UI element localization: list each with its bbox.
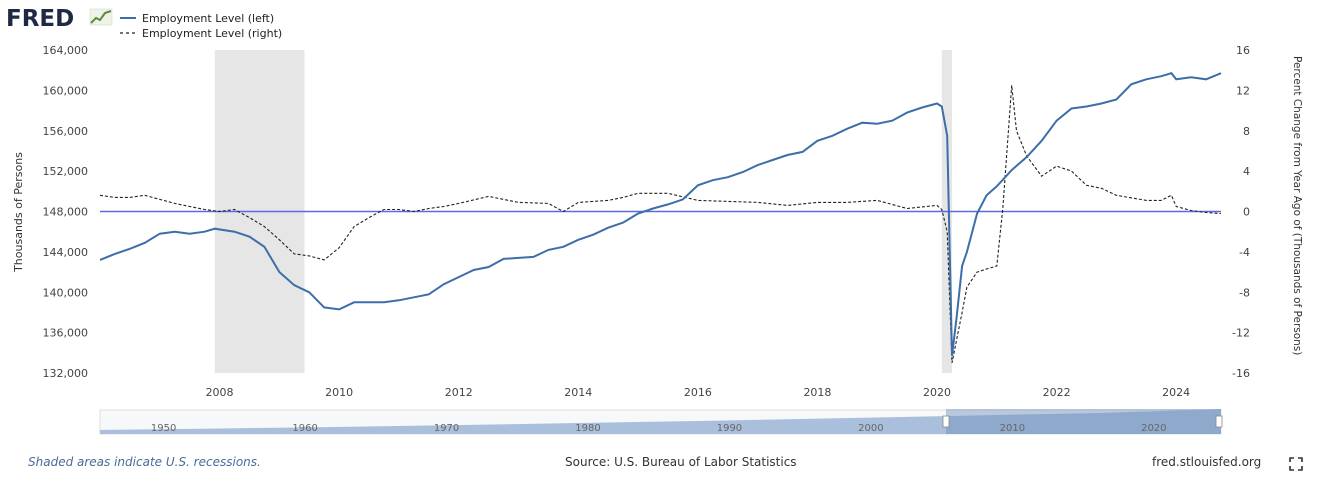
legend-item-right[interactable]: Employment Level (right) <box>120 27 282 40</box>
x-tick-label: 2020 <box>923 386 951 399</box>
navigator-label: 2020 <box>1141 423 1166 434</box>
y-right-tick-label: 16 <box>1236 44 1250 57</box>
navigator-handle-right[interactable] <box>1215 415 1223 428</box>
x-tick-label: 2018 <box>803 386 831 399</box>
y-right-tick-label: -16 <box>1232 367 1250 380</box>
y-right-tick-label: 8 <box>1243 125 1250 138</box>
x-axis-ticks: 2008 2010 2012 2014 2016 2018 2020 2022 2024 <box>206 386 1191 399</box>
x-tick-label: 2012 <box>445 386 473 399</box>
x-tick-label: 2024 <box>1162 386 1190 399</box>
y-right-tick-label: 12 <box>1236 84 1250 97</box>
y-axis-left-title: Thousands of Persons <box>12 152 25 273</box>
y-right-tick-label: -12 <box>1232 327 1250 340</box>
plot-area[interactable] <box>99 50 1222 373</box>
y-right-tick-label: -8 <box>1239 286 1250 299</box>
series-line-left <box>99 72 1222 356</box>
y-left-tick-label: 160,000 <box>43 84 89 97</box>
y-left-tick-label: 144,000 <box>43 246 89 259</box>
x-tick-label: 2014 <box>564 386 592 399</box>
x-tick-label: 2008 <box>206 386 234 399</box>
y-axis-left-ticks: 132,000 136,000 140,000 144,000 148,000 152,0… <box>43 44 89 380</box>
navigator-label: 1960 <box>292 423 317 434</box>
series-line-right <box>99 85 1222 364</box>
legend-label-right: Employment Level (right) <box>142 27 282 40</box>
navigator-area <box>100 409 1221 434</box>
y-right-tick-label: -4 <box>1239 246 1250 259</box>
y-left-tick-label: 140,000 <box>43 286 89 299</box>
y-axis-right-title: Percent Change from Year Ago of (Thousan… <box>1291 56 1303 355</box>
x-tick-label: 2022 <box>1043 386 1071 399</box>
recession-note: Shaded areas indicate U.S. recessions. <box>28 455 261 469</box>
navigator-handle-left[interactable] <box>942 415 950 428</box>
legend-item-left[interactable]: Employment Level (left) <box>120 12 274 25</box>
navigator-label: 1990 <box>717 423 742 434</box>
fullscreen-icon[interactable] <box>1288 456 1304 472</box>
y-left-tick-label: 156,000 <box>43 125 89 138</box>
x-tick-label: 2010 <box>325 386 353 399</box>
y-left-tick-label: 148,000 <box>43 206 89 219</box>
fred-logo[interactable]: FRED <box>6 6 113 32</box>
site-link[interactable]: fred.stlouisfed.org <box>1152 455 1262 469</box>
navigator-label: 1970 <box>434 423 459 434</box>
y-right-tick-label: 0 <box>1243 206 1250 219</box>
y-left-tick-label: 164,000 <box>43 44 89 57</box>
navigator-label: 1980 <box>575 423 600 434</box>
legend[interactable]: Employment Level (left) Employment Level… <box>120 12 282 40</box>
navigator-label: 2010 <box>1000 423 1025 434</box>
fred-logo-text: FRED <box>6 6 74 32</box>
navigator-label: 2000 <box>858 423 883 434</box>
chart-line-icon <box>89 8 113 26</box>
y-right-tick-label: 4 <box>1243 165 1250 178</box>
legend-label-left: Employment Level (left) <box>142 12 274 25</box>
y-axis-right-title-text: Percent Change from Year Ago of (Thousan… <box>1291 56 1303 355</box>
x-tick-label: 2016 <box>684 386 712 399</box>
y-left-tick-label: 152,000 <box>43 165 89 178</box>
y-left-tick-label: 136,000 <box>43 327 89 340</box>
y-left-tick-label: 132,000 <box>43 367 89 380</box>
y-axis-right-ticks: -16 -12 -8 -4 0 4 8 12 16 <box>1232 44 1250 380</box>
source-note: Source: U.S. Bureau of Labor Statistics <box>565 455 797 469</box>
navigator[interactable]: 1950 1960 1970 1980 1990 2000 2010 2020 <box>99 409 1223 435</box>
navigator-label: 1950 <box>151 423 176 434</box>
navigator-year-labels: 1950 1960 1970 1980 1990 2000 2010 2020 <box>151 423 1167 434</box>
navigator-selection[interactable] <box>946 409 1221 434</box>
